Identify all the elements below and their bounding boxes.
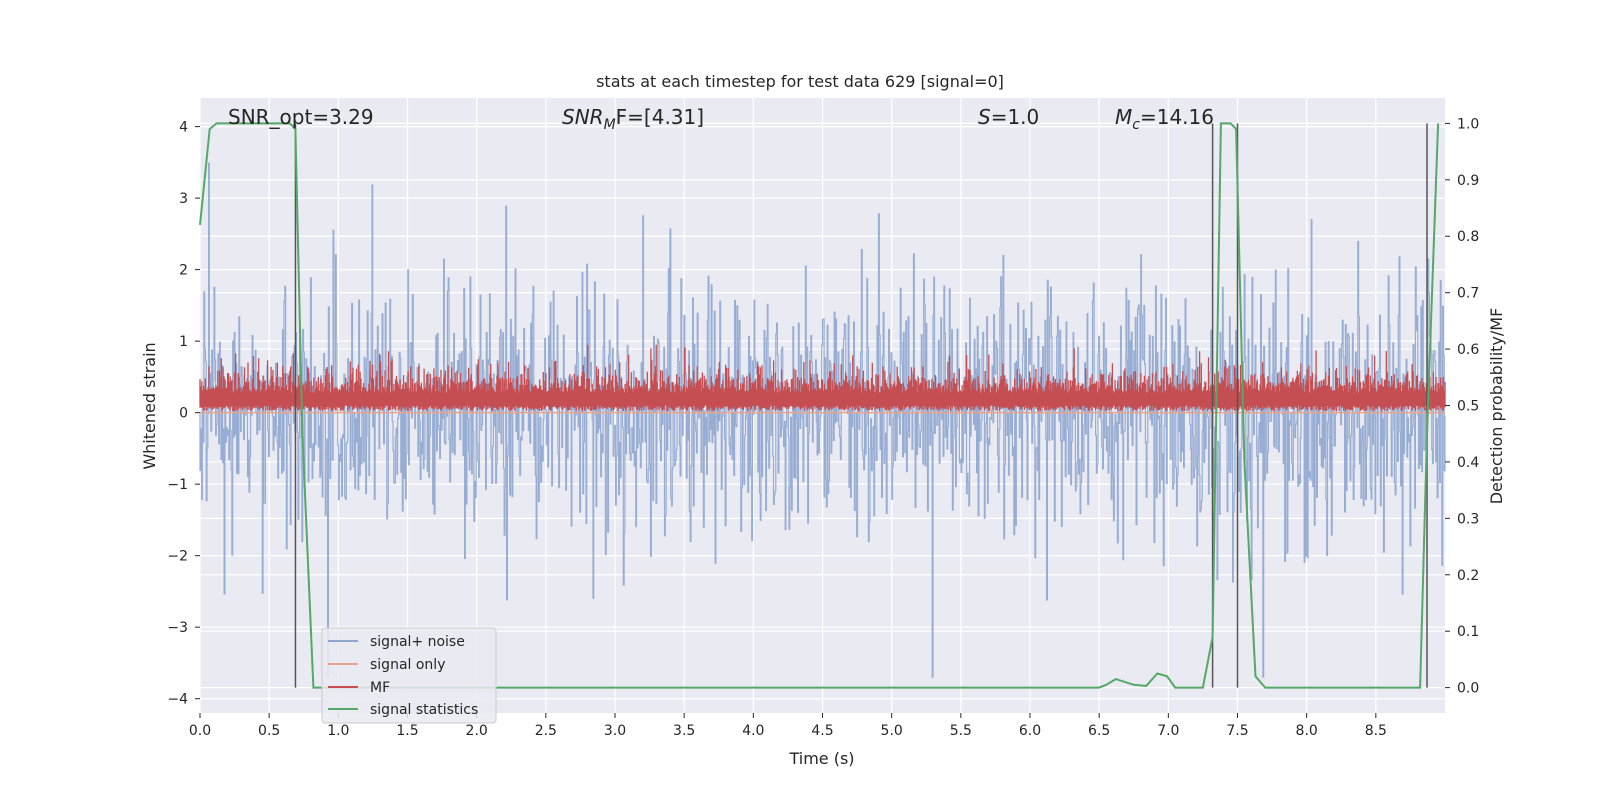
legend-label-signal-only: signal only <box>370 657 445 673</box>
legend-label-signal-noise: signal+ noise <box>370 634 465 650</box>
y2-tick-label: 0.9 <box>1457 173 1479 189</box>
x-tick-label: 7.5 <box>1226 723 1248 739</box>
annotation-s: S=1.0 <box>978 105 1039 129</box>
y2-tick-label: 0.8 <box>1457 229 1479 245</box>
y2-tick-label: 0.1 <box>1457 624 1479 640</box>
annotation-snr-mf-main: SNR <box>562 105 604 129</box>
annotation-snr-mf-sub: M <box>604 117 616 133</box>
y2-tick-label: 0.4 <box>1457 455 1479 471</box>
x-tick-label: 8.5 <box>1365 723 1387 739</box>
legend-label-mf: MF <box>370 680 390 696</box>
y-axis-ticks: 4 3 2 1 0 −1 −2 −3 −4 <box>167 120 200 708</box>
annotation-s-rest: =1.0 <box>991 105 1040 129</box>
x-tick-label: 1.5 <box>396 723 418 739</box>
annotation-snr-opt: SNR_opt=3.29 <box>228 105 374 129</box>
x-axis-label: Time (s) <box>788 749 854 768</box>
x-axis-ticks: 0.0 0.5 1.0 1.5 2.0 2.5 3.0 3.5 4.0 4.5 5.0 5.5 6.0 6… <box>189 713 1387 739</box>
y2-tick-label: 0.6 <box>1457 342 1479 358</box>
x-tick-label: 6.5 <box>1088 723 1110 739</box>
y-tick-label: −4 <box>167 692 188 708</box>
y-tick-label: −3 <box>167 620 188 636</box>
series-mf <box>199 344 1446 412</box>
x-tick-label: 4.0 <box>742 723 764 739</box>
x-tick-label: 0.5 <box>258 723 280 739</box>
y-tick-label: 3 <box>179 191 188 207</box>
y2-axis-label: Detection probability/MF <box>1487 308 1506 505</box>
x-tick-label: 2.0 <box>466 723 488 739</box>
chart-title: stats at each timestep for test data 629… <box>596 72 1004 91</box>
y-tick-label: 1 <box>179 334 188 350</box>
y2-tick-label: 0.3 <box>1457 511 1479 527</box>
x-tick-label: 0.0 <box>189 723 211 739</box>
annotation-mc-main: M <box>1115 105 1132 129</box>
y2-axis-ticks: 1.0 0.9 0.8 0.7 0.6 0.5 0.4 0.3 0.2 0.1 0.0 <box>1445 116 1479 697</box>
x-tick-label: 3.5 <box>673 723 695 739</box>
annotation-mc: Mc=14.16 <box>1115 105 1214 133</box>
mf-trace <box>199 344 1446 412</box>
y2-tick-label: 0.5 <box>1457 399 1479 415</box>
x-tick-label: 1.0 <box>327 723 349 739</box>
legend-label-signal-statistics: signal statistics <box>370 702 478 718</box>
annotation-snr-mf-rest: F=[4.31] <box>616 105 704 129</box>
y-tick-label: −1 <box>167 477 188 493</box>
y2-tick-label: 0.0 <box>1457 681 1479 697</box>
x-tick-label: 2.5 <box>535 723 557 739</box>
legend: signal+ noise signal only MF signal stat… <box>321 627 497 724</box>
x-tick-label: 3.0 <box>604 723 626 739</box>
y-tick-label: 0 <box>179 406 188 422</box>
series-signal-statistics <box>199 122 1440 689</box>
annotation-mc-rest: =14.16 <box>1140 105 1214 129</box>
x-tick-label: 8.0 <box>1296 723 1318 739</box>
y2-tick-label: 1.0 <box>1457 116 1479 132</box>
annotation-snr-mf: SNRMF=[4.31] <box>562 105 704 133</box>
annotation-mc-sub: c <box>1132 117 1140 133</box>
x-tick-label: 7.0 <box>1157 723 1179 739</box>
y-tick-label: 4 <box>179 120 188 136</box>
y-axis-label: Whitened strain <box>140 342 159 469</box>
x-tick-label: 5.5 <box>950 723 972 739</box>
annotation-s-main: S <box>978 105 991 129</box>
legend-box <box>321 627 497 724</box>
y-tick-label: −2 <box>167 549 188 565</box>
x-tick-label: 4.5 <box>811 723 833 739</box>
y-tick-label: 2 <box>179 263 188 279</box>
x-tick-label: 5.0 <box>881 723 903 739</box>
y2-tick-label: 0.2 <box>1457 568 1479 584</box>
x-tick-label: 6.0 <box>1019 723 1041 739</box>
y2-tick-label: 0.7 <box>1457 286 1479 302</box>
